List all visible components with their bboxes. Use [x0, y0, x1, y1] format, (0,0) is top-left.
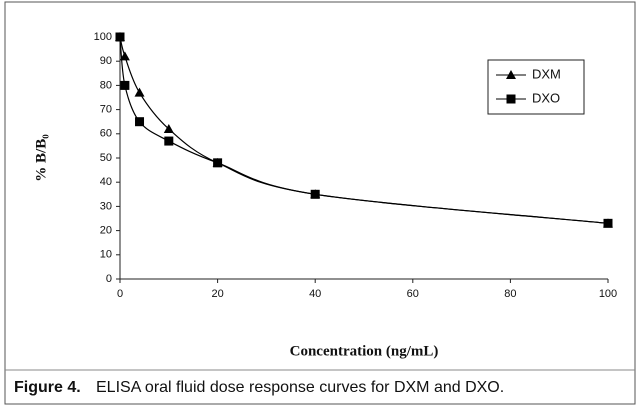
- marker-square: [213, 158, 223, 168]
- y-axis-title: % B/B₀: [33, 134, 49, 182]
- y-tick-label: 100: [94, 31, 112, 43]
- marker-triangle: [119, 51, 130, 61]
- marker-square: [135, 117, 145, 127]
- series-line: [119, 36, 609, 224]
- legend-label: DXM: [532, 66, 561, 81]
- y-tick-label: 90: [100, 55, 112, 67]
- marker-square: [164, 136, 174, 146]
- y-tick-label: 20: [100, 225, 112, 237]
- x-axis-title: Concentration (ng/mL): [290, 343, 439, 359]
- x-tick-label: 20: [211, 288, 223, 300]
- caption: ELISA oral fluid dose response curves fo…: [96, 379, 504, 396]
- x-tick-label: 40: [309, 288, 321, 300]
- y-tick-label: 80: [100, 79, 112, 91]
- x-tick-label: 60: [407, 288, 419, 300]
- y-tick-label: 40: [100, 176, 112, 188]
- y-tick-label: 70: [100, 104, 112, 116]
- x-tick-label: 80: [504, 288, 516, 300]
- marker-triangle: [134, 87, 145, 97]
- y-tick-label: 50: [100, 152, 112, 164]
- y-tick-label: 10: [100, 249, 112, 261]
- y-tick-label: 0: [106, 273, 112, 285]
- x-tick-label: 100: [599, 288, 617, 300]
- y-tick-label: 60: [100, 128, 112, 140]
- marker-triangle: [506, 70, 516, 79]
- legend-box: [487, 59, 585, 115]
- y-tick-label: 30: [100, 200, 112, 212]
- x-tick-label: 0: [117, 288, 123, 300]
- caption-label: Figure 4.: [14, 379, 81, 396]
- marker-square: [310, 189, 320, 199]
- marker-square: [506, 94, 516, 104]
- marker-square: [603, 218, 613, 228]
- figure-frame: [4, 1, 636, 405]
- marker-square: [120, 80, 130, 90]
- legend-label: DXO: [532, 90, 560, 105]
- marker-triangle: [163, 123, 174, 133]
- marker-square: [115, 32, 125, 42]
